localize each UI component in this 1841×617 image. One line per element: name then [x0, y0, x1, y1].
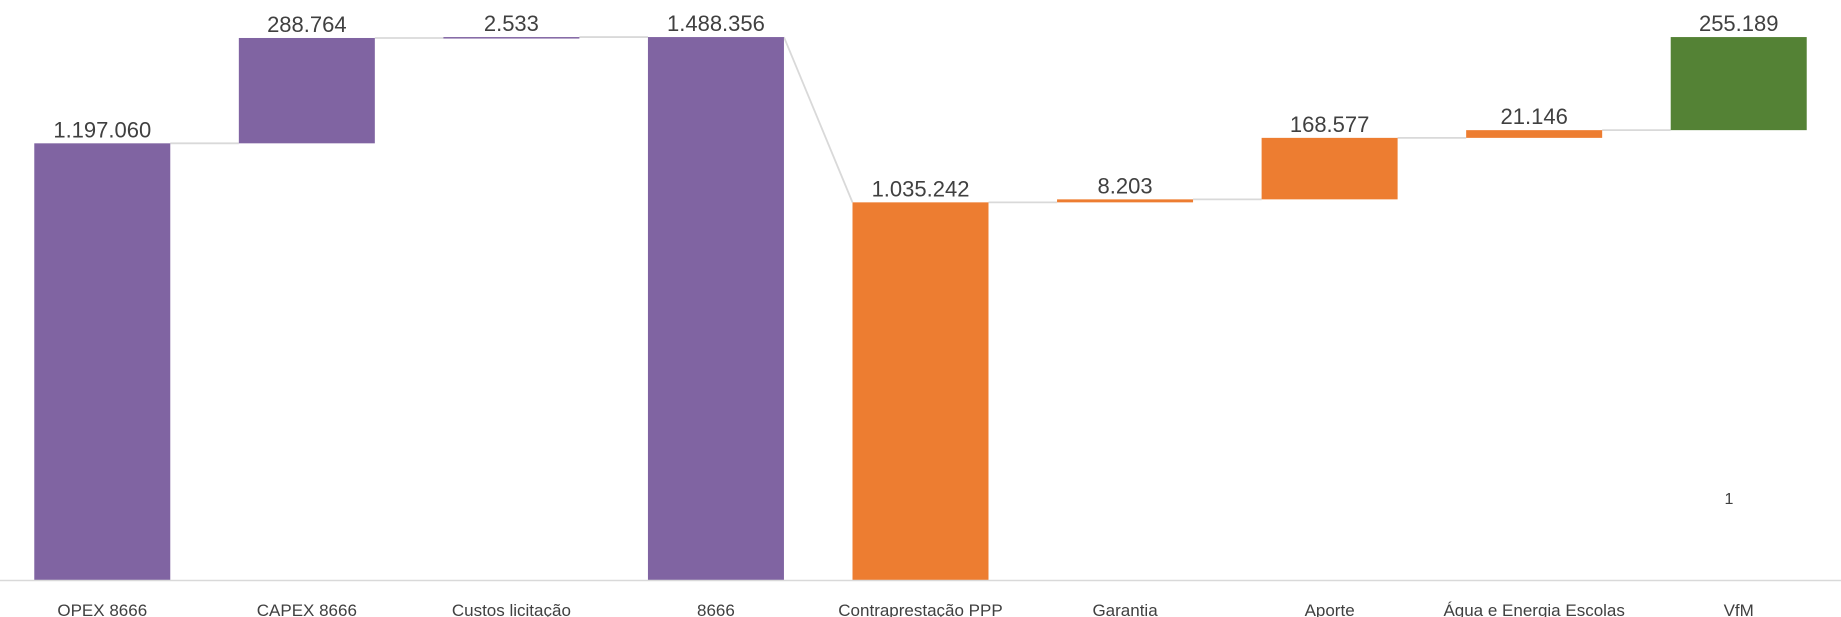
category-labels: OPEX 8666 CAPEX 8666 Custos licitação 8666 C…	[57, 601, 1753, 617]
bar	[1261, 137, 1398, 200]
data-label: 1.035.242	[872, 176, 970, 201]
connector-line	[783, 36, 854, 203]
category-label: Contraprestação PPP	[838, 601, 1002, 617]
category-label: CAPEX 8666	[257, 601, 357, 617]
category-label: 8666	[697, 601, 735, 617]
data-label: 2.533	[484, 11, 539, 36]
category-label: Aporte	[1305, 601, 1355, 617]
bar	[1057, 199, 1194, 203]
category-label: Água e Energia Escolas	[1443, 601, 1624, 617]
category-label: OPEX 8666	[57, 601, 147, 617]
bar	[238, 37, 375, 144]
data-label: 288.764	[267, 12, 347, 37]
bar	[443, 37, 580, 39]
data-label: 1.197.060	[53, 117, 151, 142]
value-labels: 1.197.060 288.764 2.533 1.488.356 1.035.242 8…	[53, 11, 1778, 201]
bar	[852, 202, 989, 580]
category-label: VfM	[1724, 601, 1754, 617]
bars	[34, 37, 1807, 581]
bar	[1466, 130, 1603, 138]
data-label: 255.189	[1699, 11, 1779, 36]
bar	[1670, 37, 1807, 131]
data-label: 1.488.356	[667, 11, 765, 36]
data-label: 8.203	[1098, 173, 1153, 198]
bar	[647, 37, 784, 580]
category-label: Custos licitação	[452, 601, 571, 617]
annotation-label: 1	[1725, 491, 1734, 508]
category-label: Garantia	[1092, 601, 1158, 617]
connector-lines	[170, 36, 1671, 204]
bar	[34, 143, 171, 581]
data-label: 21.146	[1501, 104, 1568, 129]
data-label: 168.577	[1290, 112, 1370, 137]
